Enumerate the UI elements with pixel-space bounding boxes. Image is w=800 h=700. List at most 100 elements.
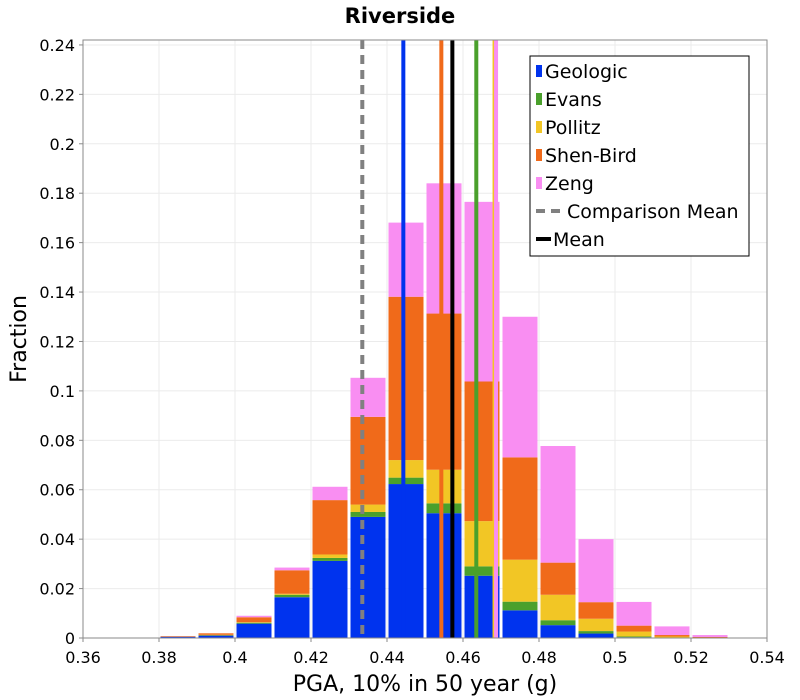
bar-shen-bird	[692, 637, 728, 638]
bar-shen-bird	[654, 635, 690, 637]
bar-geologic	[578, 633, 614, 638]
bar-pollitz	[654, 636, 690, 638]
legend-swatch-pollitz	[536, 121, 542, 133]
bar-shen-bird	[616, 625, 652, 632]
bar-pollitz	[578, 618, 614, 632]
bar-evans	[464, 566, 500, 576]
bar-zeng	[350, 377, 386, 417]
bar-geologic	[160, 636, 196, 638]
y-tick-label: 0	[65, 629, 75, 648]
legend-swatch-geologic	[536, 65, 542, 77]
bar-zeng	[312, 486, 348, 501]
bar-evans	[274, 594, 310, 598]
x-tick-label: 0.4	[222, 648, 247, 667]
legend-label-pollitz: Pollitz	[545, 117, 601, 139]
y-tick-label: 0.14	[39, 283, 75, 302]
y-tick-label: 0.22	[39, 85, 75, 104]
y-tick-label: 0.16	[39, 234, 75, 253]
mean-lines	[360, 40, 499, 638]
y-tick-label: 0.12	[39, 332, 75, 351]
bar-pollitz	[236, 622, 272, 623]
bar-shen-bird	[160, 636, 196, 637]
bar-evans	[312, 557, 348, 561]
bar-shen-bird	[388, 296, 424, 461]
legend-swatch-zeng	[536, 177, 542, 189]
bar-evans	[350, 511, 386, 517]
bar-geologic	[236, 623, 272, 638]
legend-label-evans: Evans	[545, 89, 602, 111]
legend-label-zeng: Zeng	[545, 173, 594, 195]
bar-zeng	[540, 445, 576, 563]
legend-box	[529, 55, 750, 257]
axes: 0.36 0.38 0.4 0.42 0.44 0.46 0.48 0.5 0.52 0.54 0 0…	[39, 36, 784, 667]
y-tick-label: 0.1	[50, 382, 75, 401]
legend-label-comparison-mean: Comparison Mean	[567, 201, 739, 223]
y-tick-label: 0.08	[39, 431, 75, 450]
legend: Geologic Evans Pollitz Shen-Bird Zeng Compari…	[529, 55, 750, 257]
chart-title: Riverside	[345, 4, 456, 28]
bar-zeng	[236, 615, 272, 618]
bar-shen-bird	[578, 602, 614, 619]
bar-evans	[540, 620, 576, 626]
legend-swatch-evans	[536, 93, 542, 105]
bar-pollitz	[274, 593, 310, 595]
bar-shen-bird	[540, 562, 576, 595]
y-tick-label: 0.18	[39, 184, 75, 203]
y-tick-label: 0.06	[39, 481, 75, 500]
x-tick-label: 0.5	[602, 648, 627, 667]
x-tick-label: 0.44	[369, 648, 405, 667]
x-tick-label: 0.36	[65, 648, 101, 667]
bar-shen-bird	[312, 500, 348, 555]
legend-label-mean: Mean	[553, 229, 605, 251]
bar-zeng	[502, 316, 538, 458]
bar-zeng	[616, 601, 652, 626]
bar-zeng	[274, 567, 310, 571]
bar-evans	[616, 636, 652, 638]
y-axis-label: Fraction	[7, 295, 32, 383]
bar-zeng	[426, 183, 462, 314]
bar-evans	[388, 477, 424, 485]
y-tick-label: 0.04	[39, 530, 75, 549]
bar-geologic	[198, 635, 234, 638]
x-tick-label: 0.48	[521, 648, 557, 667]
bar-evans	[578, 631, 614, 634]
bar-evans	[236, 622, 272, 624]
bar-pollitz	[198, 634, 234, 636]
bar-pollitz	[388, 460, 424, 478]
bar-shen-bird	[236, 617, 272, 623]
bar-pollitz	[502, 559, 538, 602]
bar-geologic	[502, 610, 538, 638]
y-tick-label: 0.02	[39, 580, 75, 599]
x-tick-label: 0.54	[749, 648, 785, 667]
bar-shen-bird	[502, 457, 538, 560]
bar-shen-bird	[426, 313, 462, 470]
x-tick-label: 0.52	[673, 648, 709, 667]
bar-geologic	[350, 516, 386, 638]
x-tick-label: 0.46	[445, 648, 481, 667]
bar-geologic	[540, 625, 576, 638]
bar-zeng	[388, 222, 424, 297]
x-tick-label: 0.42	[293, 648, 329, 667]
bar-pollitz	[426, 469, 462, 504]
bar-geologic	[388, 484, 424, 638]
bar-evans	[426, 503, 462, 514]
x-axis-label: PGA, 10% in 50 year (g)	[293, 672, 557, 697]
bar-geologic	[274, 597, 310, 638]
bar-shen-bird	[198, 633, 234, 635]
legend-label-geologic: Geologic	[545, 61, 628, 83]
bar-geologic	[312, 560, 348, 638]
legend-swatch-shen-bird	[536, 149, 542, 161]
bar-zeng	[692, 635, 728, 638]
bar-evans	[502, 601, 538, 611]
bar-pollitz	[616, 631, 652, 637]
x-tick-label: 0.38	[141, 648, 177, 667]
y-tick-label: 0.2	[50, 135, 75, 154]
plot-frame	[82, 39, 768, 639]
bar-shen-bird	[274, 570, 310, 594]
bar-zeng	[578, 539, 614, 603]
bar-geologic	[426, 513, 462, 638]
bar-shen-bird	[350, 416, 386, 505]
legend-label-shen-bird: Shen-Bird	[545, 145, 637, 167]
